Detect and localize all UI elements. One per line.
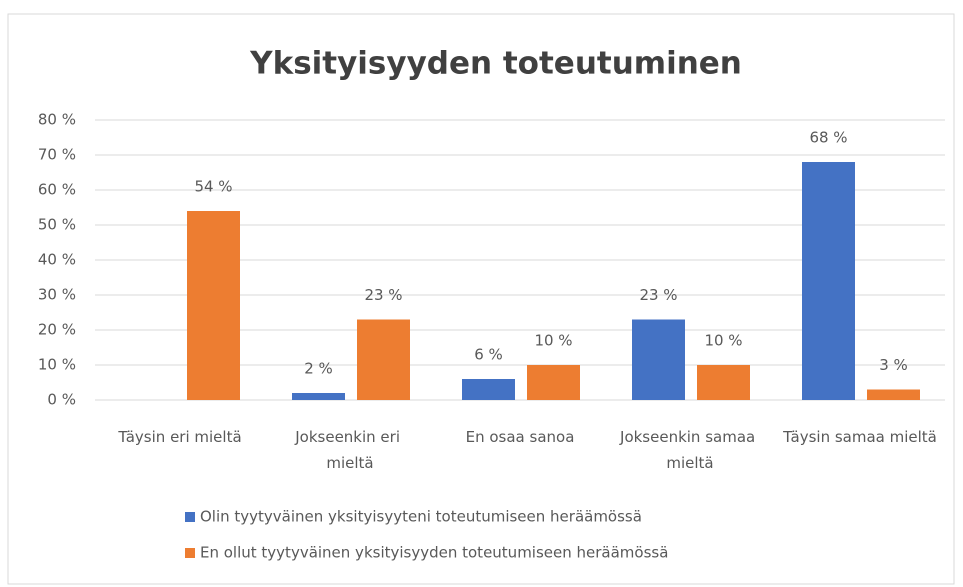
y-tick-label: 80 % <box>38 111 76 129</box>
bar <box>802 162 855 400</box>
data-label: 68 % <box>809 129 847 147</box>
chart-frame <box>7 13 955 585</box>
data-label: 54 % <box>194 178 232 196</box>
bar <box>292 393 345 400</box>
bar <box>527 365 580 400</box>
y-tick-label: 10 % <box>38 356 76 374</box>
data-label: 2 % <box>304 360 333 378</box>
x-tick-label: Täysin eri mieltä <box>117 428 241 446</box>
x-tick-label: Jokseenkin samaa mieltä <box>619 428 760 472</box>
y-tick-label: 20 % <box>38 321 76 339</box>
legend-label: Olin tyytyväinen yksityisyyteni toteutum… <box>200 508 642 526</box>
y-tick-label: 30 % <box>38 286 76 304</box>
x-tick-label: Täysin samaa mieltä <box>782 428 937 446</box>
legend-swatch <box>185 512 195 522</box>
legend-swatch <box>185 548 195 558</box>
x-tick-label: Jokseenkin eri mieltä <box>294 428 405 472</box>
bar <box>357 319 410 400</box>
bar <box>462 379 515 400</box>
data-label: 23 % <box>364 286 402 304</box>
y-tick-label: 70 % <box>38 146 76 164</box>
data-label: 10 % <box>534 332 572 350</box>
y-tick-label: 50 % <box>38 216 76 234</box>
legend-label: En ollut tyytyväinen yksityisyyden toteu… <box>200 544 668 562</box>
y-tick-label: 0 % <box>47 391 76 409</box>
bar <box>697 365 750 400</box>
bar <box>187 211 240 400</box>
data-label: 3 % <box>879 356 908 374</box>
bar <box>632 319 685 400</box>
x-tick-label: En osaa sanoa <box>466 428 575 446</box>
y-tick-label: 40 % <box>38 251 76 269</box>
y-tick-label: 60 % <box>38 181 76 199</box>
data-label: 6 % <box>474 346 503 364</box>
chart-title: Yksityisyyden toteutuminen <box>249 46 742 82</box>
bar <box>867 389 920 400</box>
data-label: 23 % <box>639 286 677 304</box>
data-label: 10 % <box>704 332 742 350</box>
